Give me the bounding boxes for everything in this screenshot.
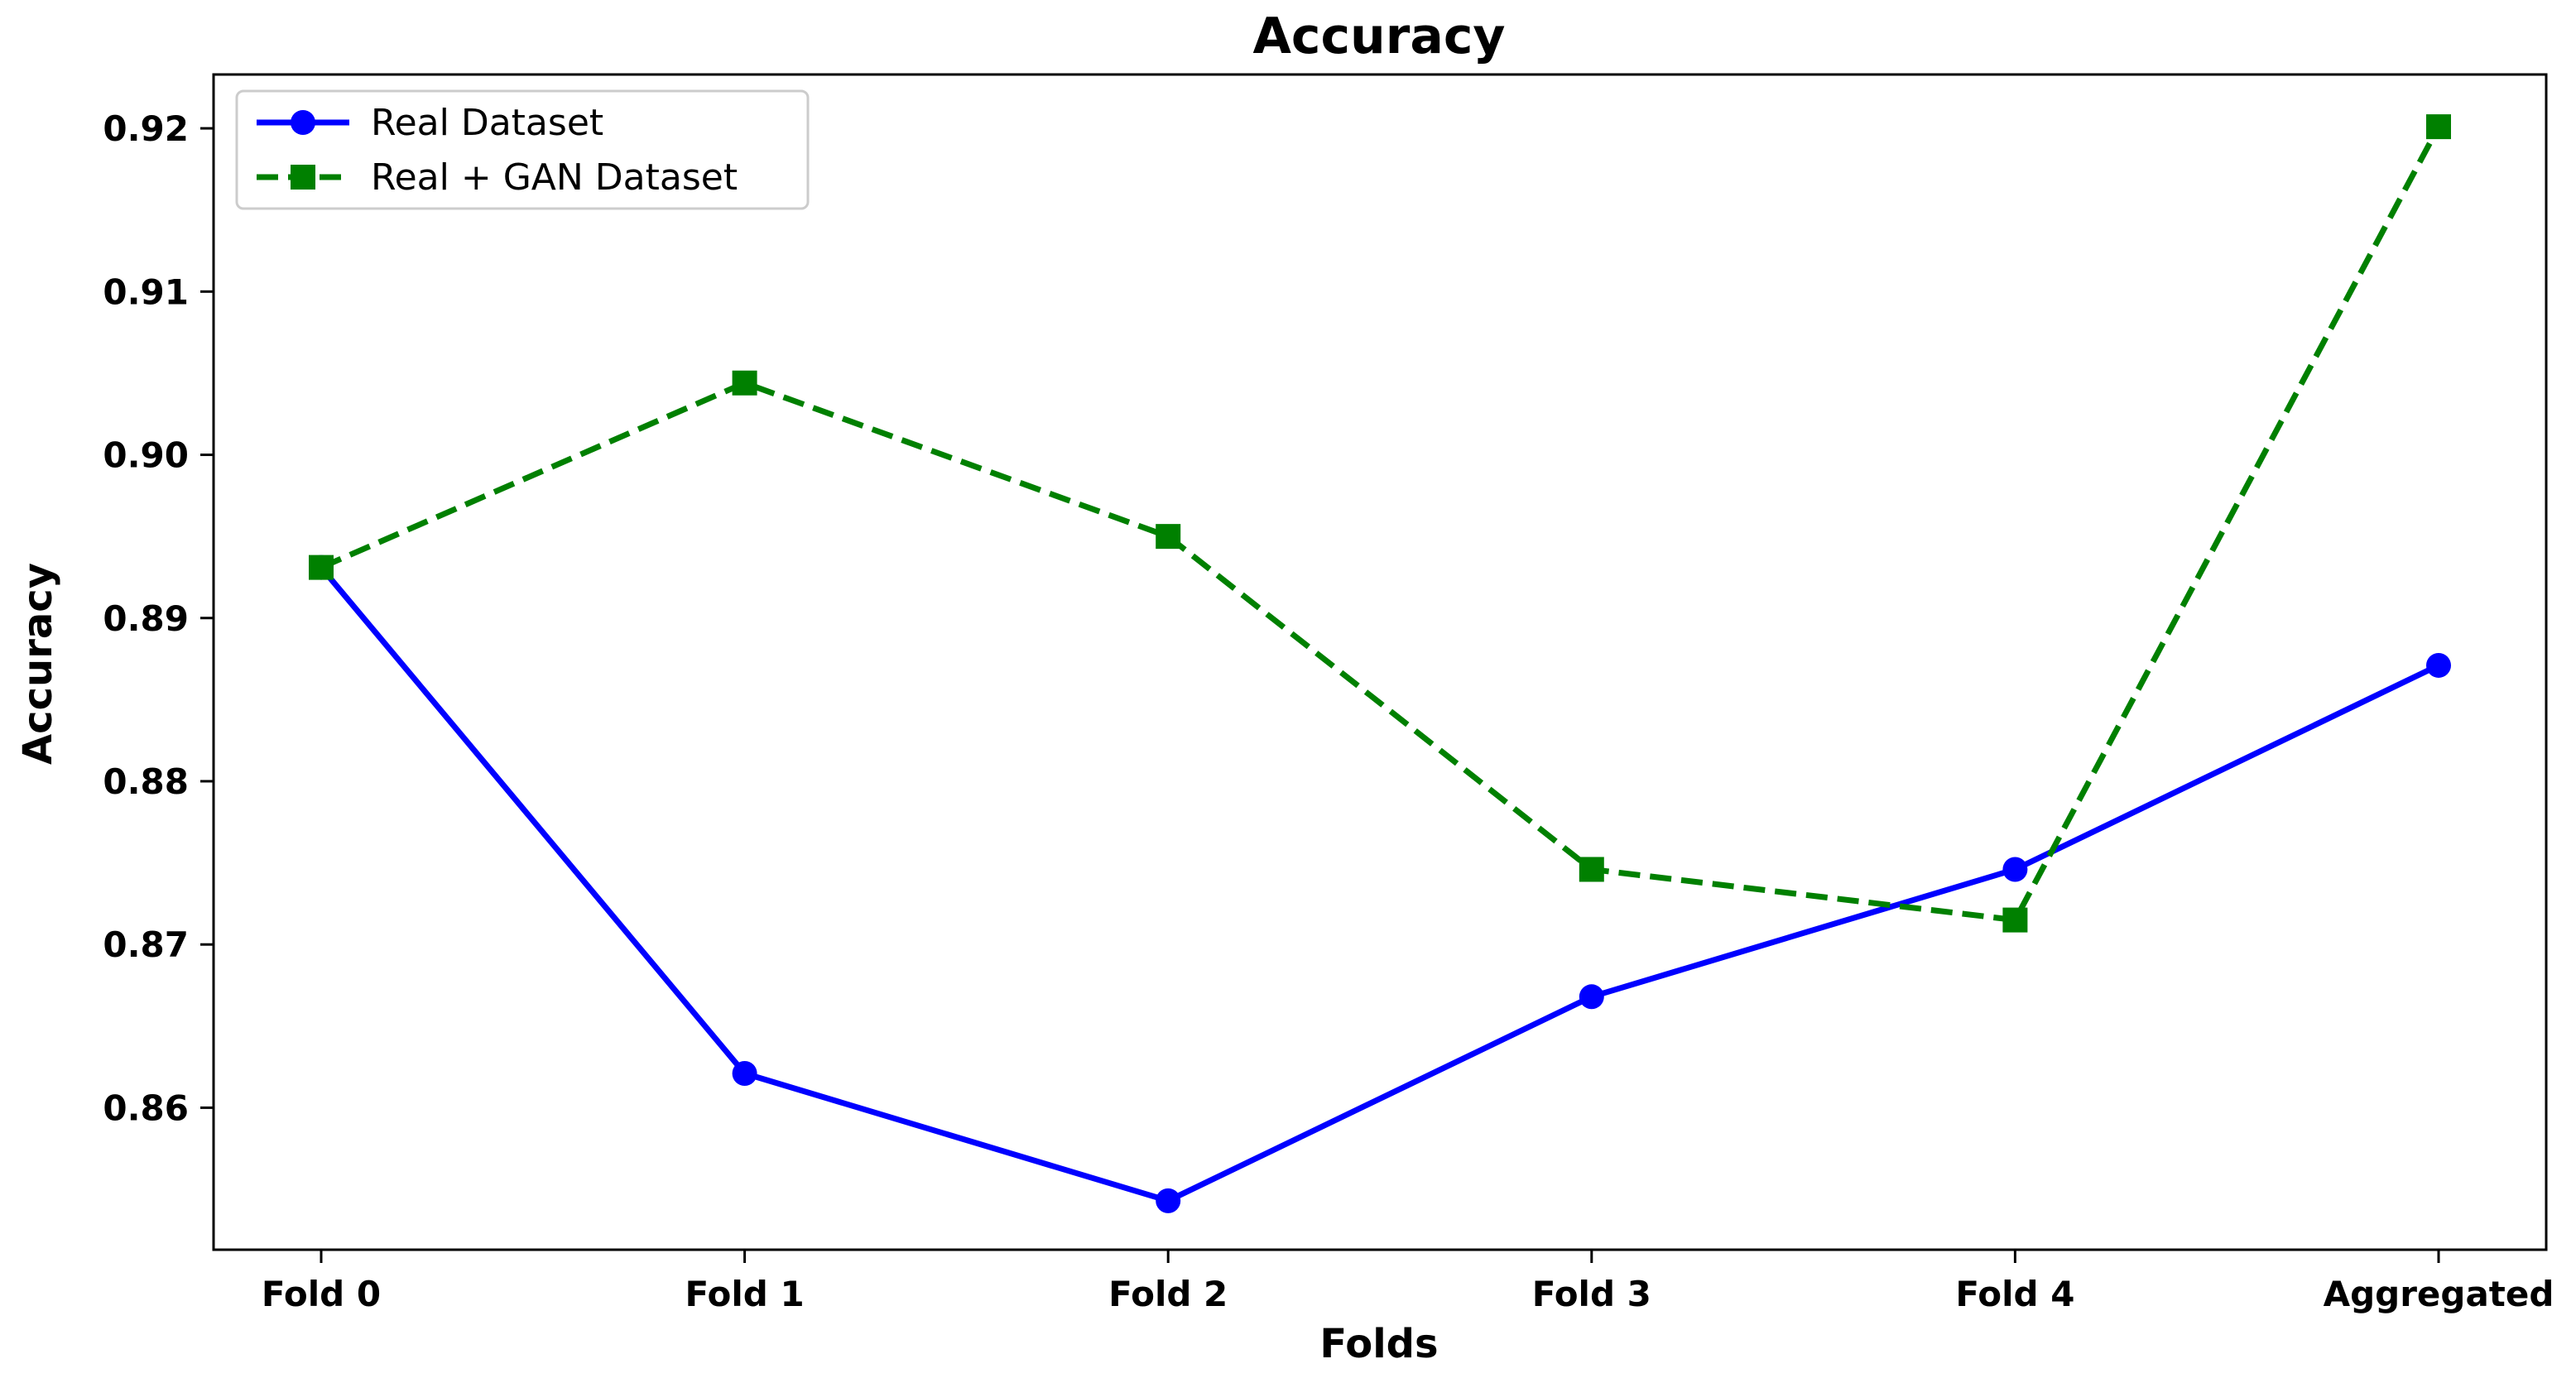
data-point	[1579, 984, 1604, 1010]
series-line	[320, 125, 2442, 924]
data-point	[2426, 652, 2451, 678]
series-real-gan-dataset	[309, 114, 2451, 933]
axes: 0.86 0.87 0.88 0.89 0.90 0.91 0.92 Fold 0 Fold 1…	[103, 108, 2554, 1314]
series-layer	[309, 114, 2451, 1213]
data-point	[1156, 524, 1181, 550]
legend-label: Real Dataset	[371, 102, 603, 144]
series-real-dataset	[309, 555, 2451, 1213]
x-tick-label: Fold 0	[262, 1274, 381, 1314]
plot-frame	[212, 73, 2548, 1251]
y-tick-label: 0.86	[103, 1088, 189, 1128]
legend: Real Dataset Real + GAN Dataset	[235, 89, 810, 210]
x-tick-label: Fold 1	[685, 1274, 805, 1314]
x-tick-label: Aggregated	[2324, 1274, 2554, 1314]
y-tick-label: 0.88	[103, 761, 189, 802]
legend-entry: Real Dataset	[257, 102, 603, 144]
legend-box	[235, 89, 810, 210]
y-tick-label: 0.90	[103, 435, 189, 476]
y-tick-label: 0.89	[103, 598, 189, 639]
data-point	[732, 370, 757, 396]
data-point	[1579, 857, 1604, 882]
data-point	[2002, 907, 2028, 933]
y-tick-label: 0.92	[103, 108, 189, 149]
x-tick-label: Fold 2	[1108, 1274, 1228, 1314]
plot-area	[212, 73, 2548, 1251]
data-point	[732, 1061, 757, 1086]
data-point	[2002, 857, 2028, 882]
x-tick-label: Fold 4	[1955, 1274, 2074, 1314]
y-tick-label: 0.87	[103, 924, 189, 965]
series-line	[319, 565, 2440, 1204]
legend-marker	[291, 110, 315, 135]
data-point	[2426, 114, 2451, 140]
x-axis-label: Folds	[1319, 1321, 1438, 1367]
data-point	[309, 555, 334, 580]
chart-title: Accuracy	[1252, 7, 1505, 65]
y-tick-label: 0.91	[103, 271, 189, 312]
legend-marker	[291, 165, 315, 190]
legend-label: Real + GAN Dataset	[371, 156, 738, 199]
x-tick-label: Fold 3	[1532, 1274, 1651, 1314]
y-axis-label: Accuracy	[15, 563, 61, 765]
data-point	[1156, 1188, 1181, 1213]
legend-entry: Real + GAN Dataset	[257, 156, 738, 199]
